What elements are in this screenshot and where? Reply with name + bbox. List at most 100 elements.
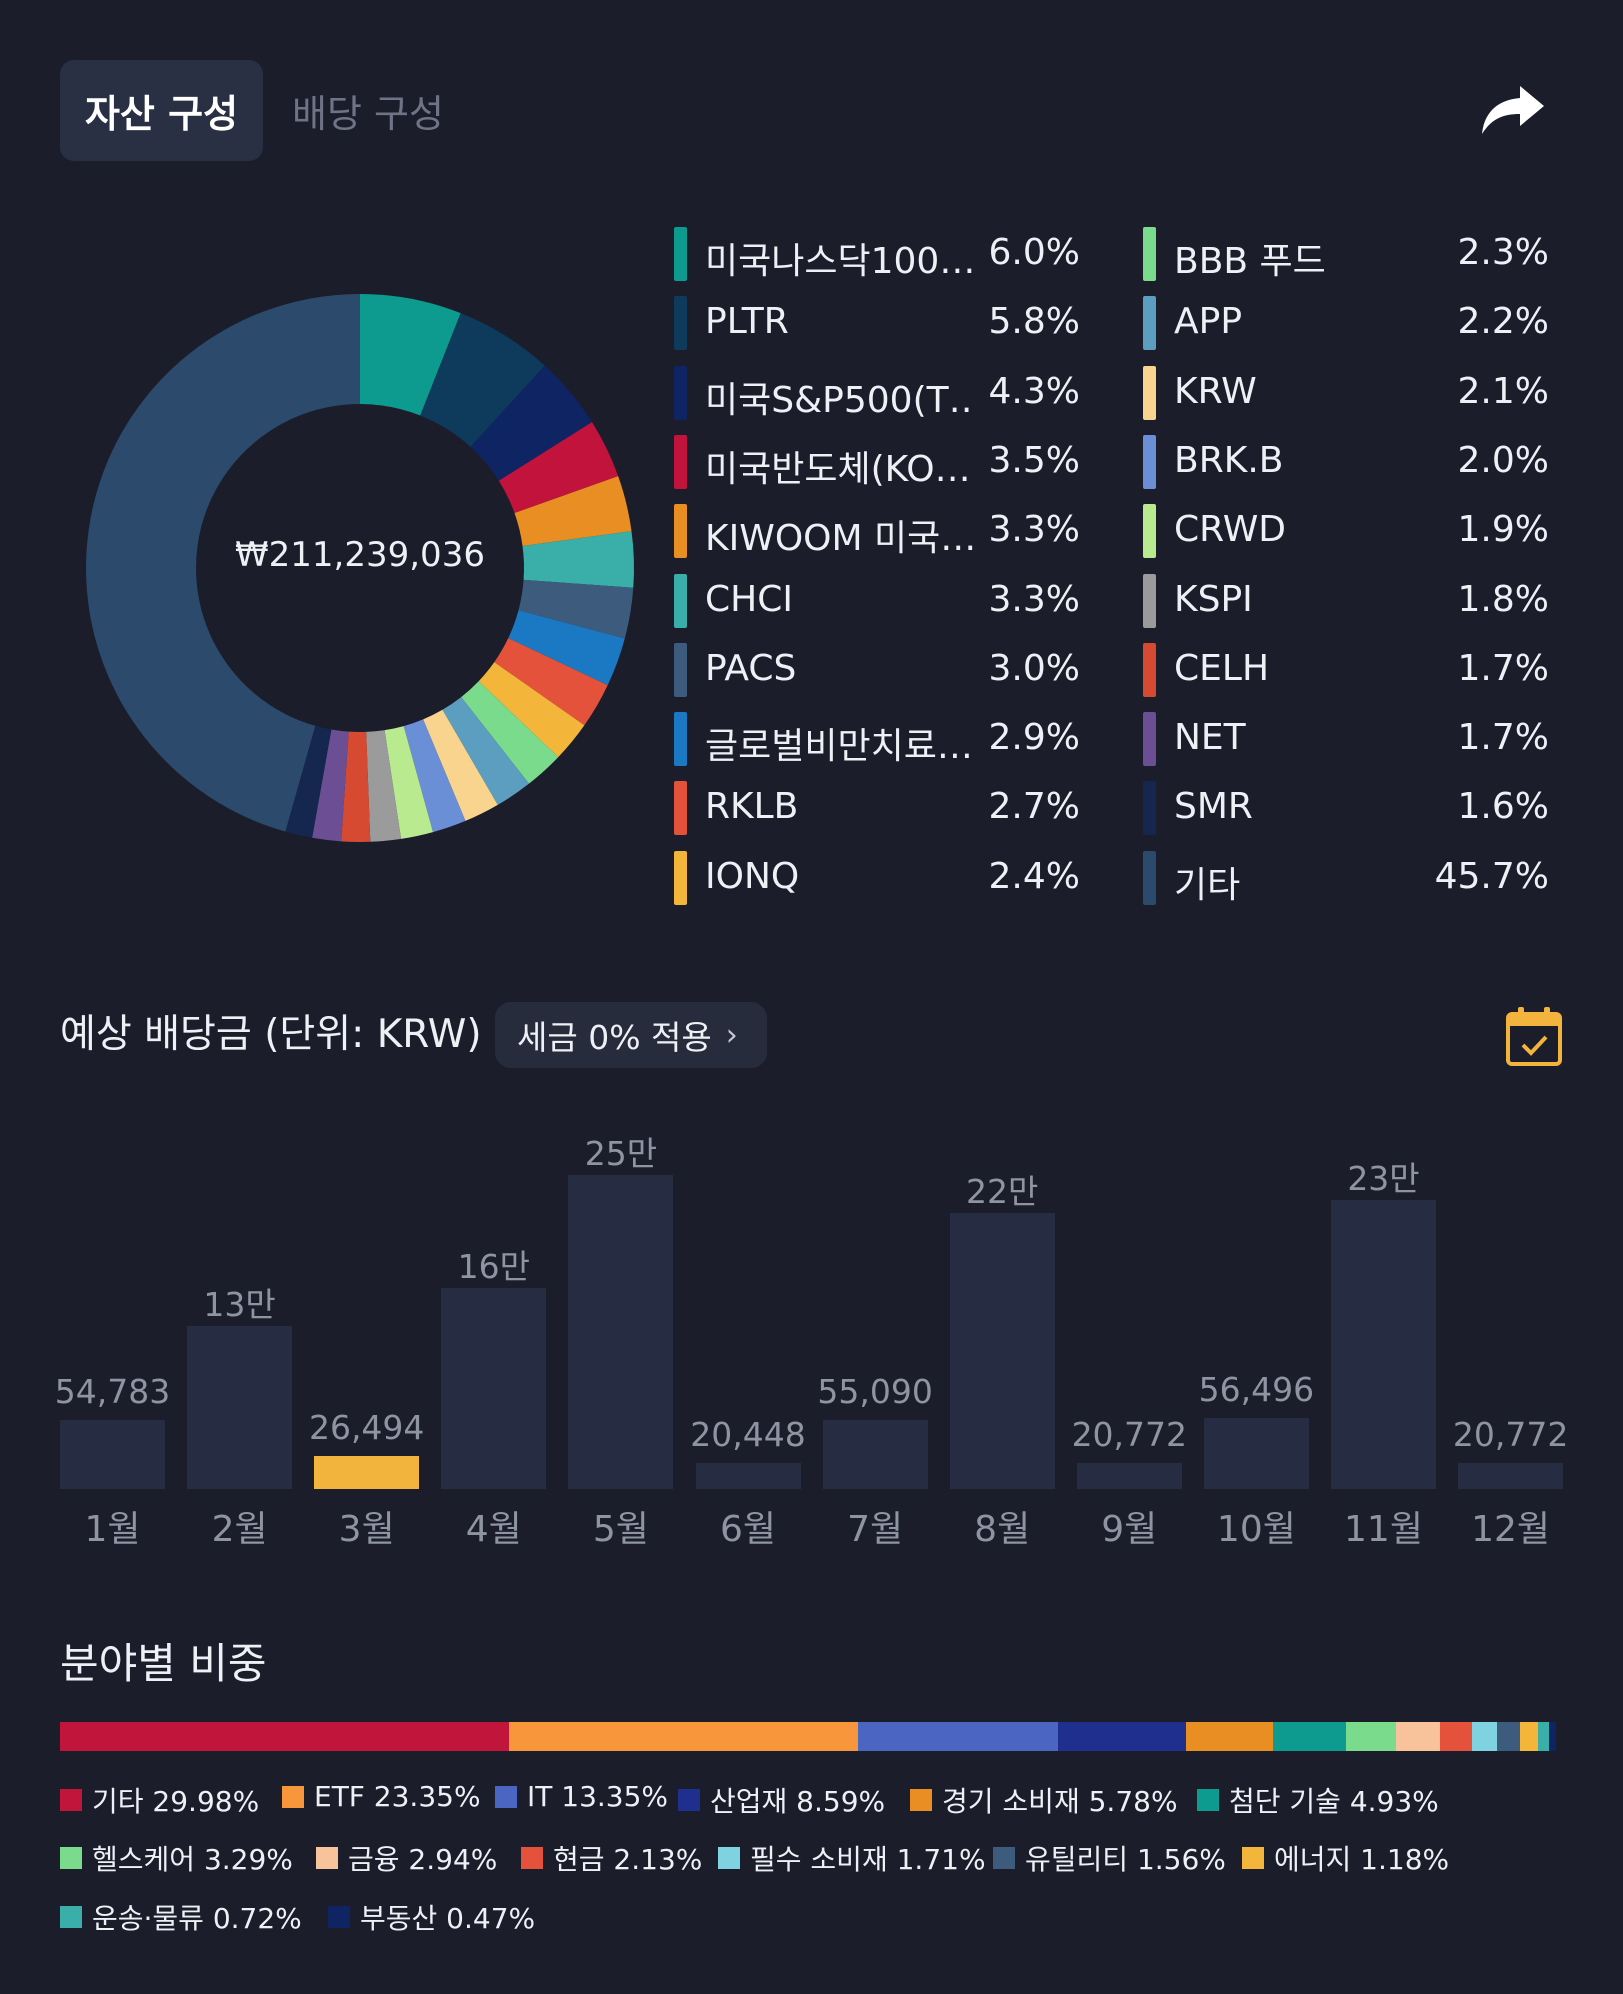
sector-legend-swatch bbox=[718, 1847, 740, 1869]
sector-legend-label: 기타 29.98% bbox=[92, 1785, 260, 1818]
sector-legend-swatch bbox=[993, 1847, 1015, 1869]
sector-legend-swatch bbox=[1242, 1847, 1264, 1869]
dividend-bar[interactable] bbox=[1076, 1462, 1182, 1489]
month-label: 5월 bbox=[592, 1509, 649, 1550]
sector-legend-item: 현금 2.13% bbox=[521, 1838, 702, 1878]
legend-item: RKLB 2.7% bbox=[674, 780, 1080, 836]
legend-value: 3.3% bbox=[988, 578, 1080, 620]
legend-value: 1.8% bbox=[1457, 578, 1549, 620]
sector-legend-swatch bbox=[60, 1906, 82, 1928]
sector-legend-item: 에너지 1.18% bbox=[1242, 1838, 1449, 1878]
donut-slice bbox=[494, 638, 608, 726]
legend-swatch bbox=[674, 850, 687, 905]
tax-setting-label: 세금 0% 적용 bbox=[517, 1018, 712, 1057]
legend-item: 미국S&P500(T… 4.3% bbox=[674, 365, 1080, 421]
donut-slice bbox=[285, 725, 332, 838]
legend-value: 2.4% bbox=[988, 855, 1080, 897]
total-asset-value: ₩211,239,036 bbox=[235, 535, 485, 575]
legend-value: 2.1% bbox=[1457, 370, 1549, 412]
legend-label: CRWD bbox=[1174, 509, 1287, 551]
legend-value: 3.3% bbox=[988, 509, 1080, 551]
dividend-bar[interactable] bbox=[1458, 1462, 1564, 1489]
bar-value-label: 16만 bbox=[457, 1247, 530, 1287]
legend-item: CELH 1.7% bbox=[1143, 642, 1549, 698]
sector-segment bbox=[1548, 1722, 1556, 1751]
dividend-bar[interactable] bbox=[60, 1420, 165, 1489]
donut-slice bbox=[403, 719, 466, 833]
dividend-bar[interactable] bbox=[695, 1463, 801, 1489]
sector-segment bbox=[1538, 1722, 1549, 1751]
legend-swatch bbox=[674, 573, 687, 628]
dividend-bar[interactable] bbox=[314, 1455, 420, 1489]
legend-label: NET bbox=[1174, 717, 1246, 759]
legend-swatch bbox=[1143, 642, 1156, 697]
donut-slice bbox=[461, 681, 559, 784]
bar-value-label: 25만 bbox=[584, 1134, 658, 1173]
legend-label: 기타 bbox=[1174, 864, 1241, 906]
legend-value: 1.7% bbox=[1457, 717, 1549, 759]
sector-legend-item: 금융 2.94% bbox=[316, 1838, 497, 1878]
sector-segment bbox=[508, 1722, 858, 1751]
month-label: 6월 bbox=[719, 1509, 777, 1550]
month-label: 10월 bbox=[1216, 1509, 1296, 1550]
bar-value-label: 13만 bbox=[203, 1284, 276, 1324]
legend-label: SMR bbox=[1174, 786, 1253, 828]
dividend-bar[interactable] bbox=[949, 1212, 1055, 1489]
month-label: 7월 bbox=[847, 1509, 904, 1550]
dividend-bar[interactable] bbox=[1203, 1418, 1309, 1489]
legend-item: PLTR 5.8% bbox=[674, 295, 1080, 351]
calendar-check-icon[interactable] bbox=[1505, 1005, 1563, 1067]
donut-slice bbox=[85, 294, 361, 832]
tax-setting-button[interactable]: 세금 0% 적용 › bbox=[495, 1002, 767, 1068]
legend-value: 3.0% bbox=[988, 647, 1080, 689]
dividend-bar[interactable] bbox=[568, 1175, 674, 1489]
sector-stacked-bar bbox=[60, 1722, 1556, 1751]
legend-label: RKLB bbox=[705, 786, 799, 828]
sector-legend-label: 첨단 기술 4.93% bbox=[1229, 1785, 1439, 1818]
month-label: 4월 bbox=[465, 1509, 522, 1550]
sector-segment bbox=[1471, 1722, 1498, 1751]
sector-legend-swatch bbox=[521, 1847, 543, 1869]
legend-value: 3.5% bbox=[988, 439, 1080, 481]
legend-label: 미국S&P500(T… bbox=[705, 379, 975, 421]
legend-swatch bbox=[1143, 227, 1156, 281]
legend-swatch bbox=[1143, 781, 1156, 836]
legend-swatch bbox=[1143, 573, 1156, 628]
tab-asset-composition[interactable]: 자산 구성 bbox=[60, 60, 263, 161]
sector-segment bbox=[60, 1722, 509, 1751]
legend-label: 미국나스닥100… bbox=[705, 241, 975, 282]
legend-label: APP bbox=[1174, 301, 1243, 343]
dividend-bar[interactable] bbox=[441, 1288, 547, 1489]
legend-item: BRK.B 2.0% bbox=[1143, 434, 1549, 490]
donut-slice bbox=[312, 729, 349, 842]
dividend-bar[interactable] bbox=[822, 1419, 928, 1489]
month-label: 8월 bbox=[974, 1509, 1031, 1550]
sector-segment bbox=[857, 1722, 1058, 1751]
legend-value: 2.3% bbox=[1457, 232, 1549, 273]
dividend-bar[interactable] bbox=[1331, 1200, 1436, 1489]
legend-swatch bbox=[1143, 434, 1156, 489]
donut-slice bbox=[508, 610, 625, 686]
sector-legend-label: 산업재 8.59% bbox=[710, 1785, 886, 1818]
sector-segment bbox=[1395, 1722, 1440, 1751]
donut-slice bbox=[341, 731, 371, 842]
sector-legend-label: 헬스케어 3.29% bbox=[92, 1843, 293, 1876]
donut-slice bbox=[366, 730, 402, 842]
share-arrow-icon[interactable] bbox=[1480, 82, 1546, 138]
legend-value: 1.6% bbox=[1457, 786, 1549, 828]
legend-value: 6.0% bbox=[988, 232, 1080, 273]
legend-value: 2.9% bbox=[988, 717, 1080, 759]
legend-item: KIWOOM 미국… 3.3% bbox=[674, 503, 1080, 559]
sector-legend-item: IT 13.35% bbox=[495, 1780, 668, 1813]
legend-value: 2.0% bbox=[1457, 439, 1549, 481]
legend-label: PACS bbox=[705, 647, 797, 689]
legend-swatch bbox=[1143, 365, 1156, 420]
legend-swatch bbox=[674, 712, 687, 767]
chevron-right-icon: › bbox=[725, 1017, 738, 1053]
dividend-bar[interactable] bbox=[187, 1325, 293, 1489]
legend-item: 미국나스닥100… 6.0% bbox=[674, 226, 1080, 282]
tab-dividend-composition[interactable]: 배당 구성 bbox=[292, 92, 444, 136]
sector-legend-label: ETF 23.35% bbox=[314, 1780, 481, 1813]
legend-value: 2.2% bbox=[1457, 301, 1549, 343]
month-label: 12월 bbox=[1471, 1509, 1551, 1550]
